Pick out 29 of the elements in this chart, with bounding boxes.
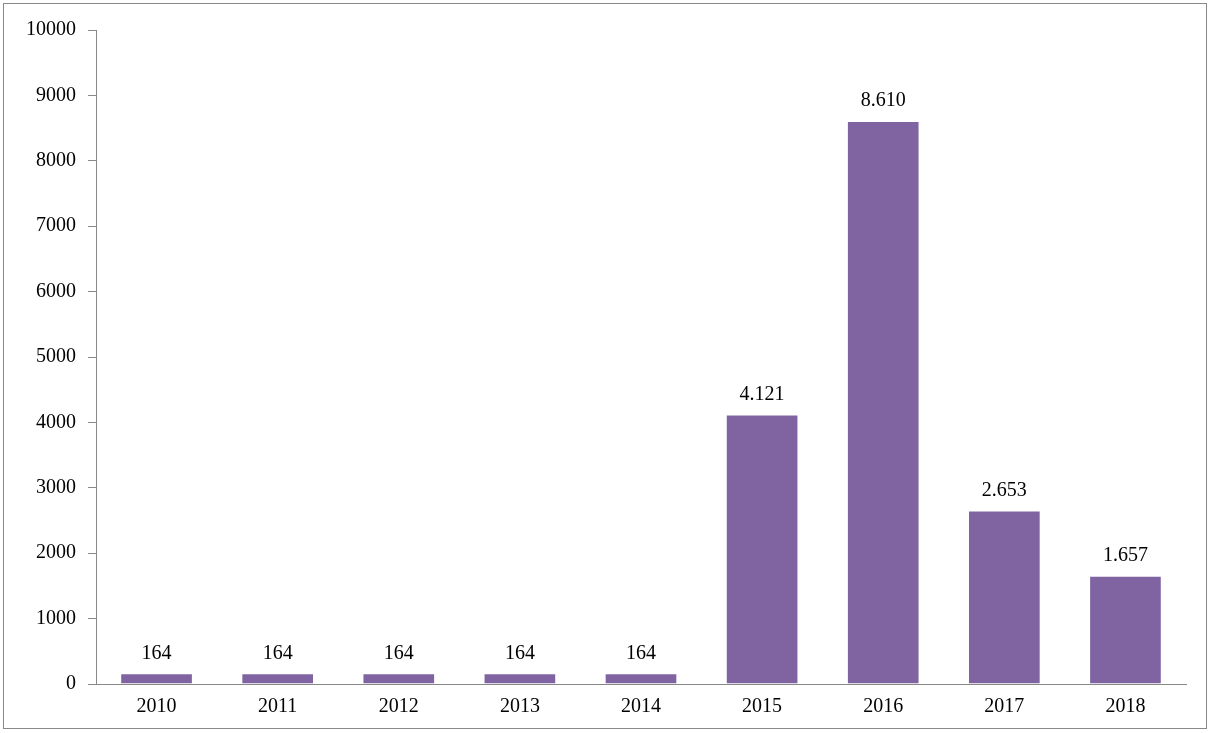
y-tick-label: 7000 — [36, 213, 76, 236]
data-label: 1.657 — [1102, 542, 1148, 565]
data-label: 164 — [141, 640, 172, 663]
data-label: 164 — [626, 640, 656, 663]
x-tick-label: 2014 — [621, 694, 661, 717]
x-tick-label: 2017 — [984, 694, 1025, 717]
data-label: 2.653 — [981, 477, 1027, 500]
x-tick-label: 2012 — [378, 694, 419, 717]
y-tick-label: 1000 — [36, 605, 76, 628]
y-tick-label: 6000 — [36, 278, 76, 301]
data-label: 164 — [383, 640, 414, 663]
x-tick-label: 2011 — [258, 694, 298, 717]
x-tick-label: 2010 — [136, 694, 177, 717]
x-tick-label: 2016 — [863, 694, 904, 717]
data-label: 164 — [262, 640, 293, 663]
data-label: 8.610 — [860, 88, 906, 111]
y-tick-label: 2000 — [36, 540, 76, 563]
x-tick-label: 2015 — [742, 694, 783, 717]
y-tick-label: 8000 — [36, 148, 76, 171]
y-tick-label: 3000 — [36, 475, 76, 498]
x-tick-label: 2018 — [1105, 694, 1146, 717]
data-label: 4.121 — [739, 381, 785, 404]
y-tick-label: 4000 — [36, 409, 76, 432]
y-tick-label: 9000 — [36, 82, 76, 105]
y-tick-label: 5000 — [36, 344, 76, 367]
y-tick-label: 10000 — [26, 17, 76, 40]
y-tick-label: 0 — [66, 671, 76, 694]
x-tick-label: 2013 — [499, 694, 540, 717]
data-label: 164 — [504, 640, 535, 663]
